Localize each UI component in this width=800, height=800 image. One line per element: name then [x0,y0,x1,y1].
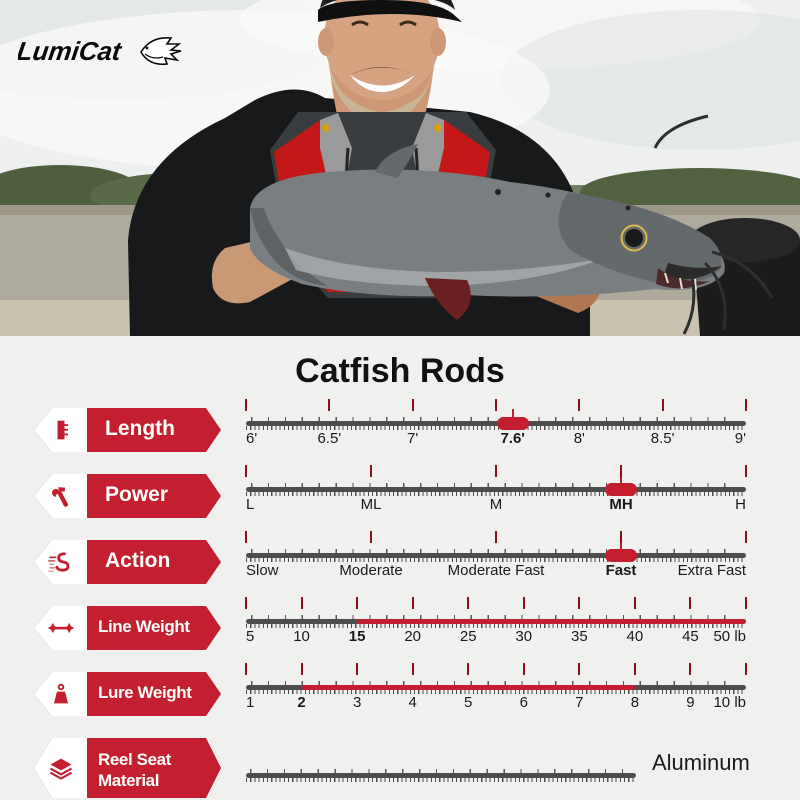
svg-text:LumiCat: LumiCat [18,36,124,66]
